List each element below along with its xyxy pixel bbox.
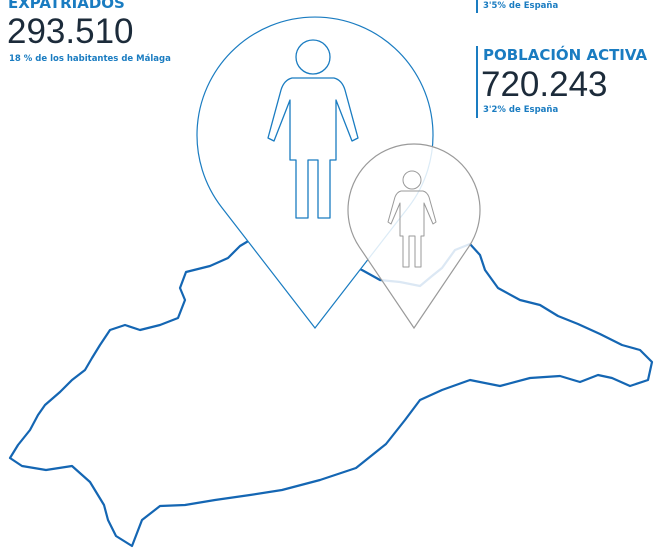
malaga-outline: [8, 238, 654, 548]
large-person: [267, 39, 359, 219]
poblacion-note: 3'2% de España: [483, 105, 559, 115]
expatriados-title: EXPATRIADOS: [8, 0, 125, 12]
poblacion-title: POBLACIÓN ACTIVA: [483, 46, 648, 64]
top-right-note: 3'5% de España: [483, 1, 559, 11]
expatriados-note: 18 % de los habitantes de Málaga: [9, 54, 171, 64]
expatriados-figure: 293.510: [7, 12, 134, 51]
divider: [476, 46, 478, 118]
small-person: [387, 170, 437, 268]
divider: [476, 0, 478, 13]
poblacion-figure: 720.243: [481, 65, 608, 104]
